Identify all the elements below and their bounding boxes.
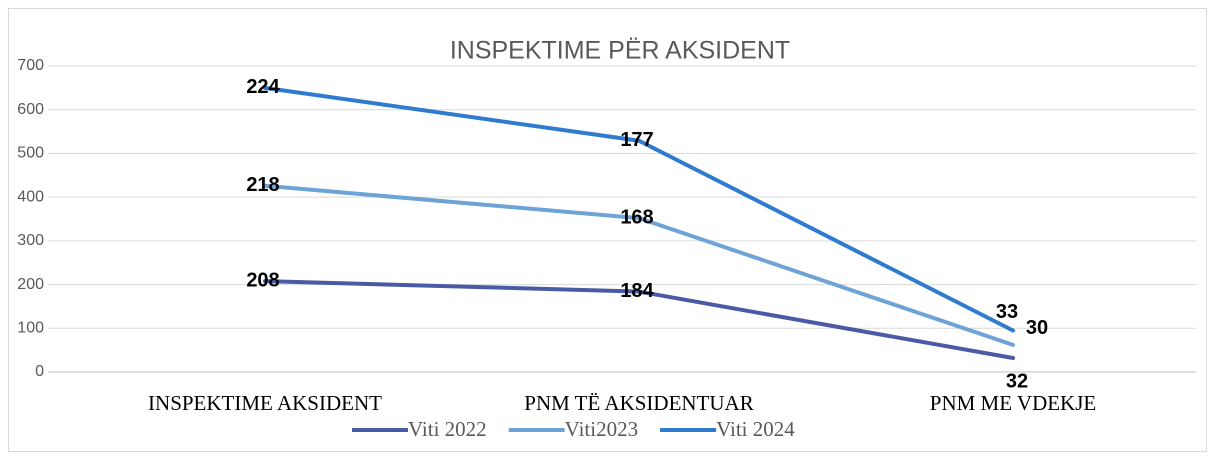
x-tick-label: PNM TË AKSIDENTUAR <box>524 391 753 415</box>
y-tick-label: 700 <box>17 57 44 74</box>
data-label: 208 <box>246 269 279 291</box>
legend-label: Viti 2024 <box>716 417 795 441</box>
series-line <box>263 183 1015 347</box>
x-tick-label: PNM ME VDEKJE <box>930 391 1096 415</box>
data-label: 30 <box>1026 317 1048 339</box>
series-line <box>263 279 1015 361</box>
data-label: 168 <box>620 206 653 228</box>
data-label: 224 <box>246 76 280 98</box>
data-label: 184 <box>620 280 654 302</box>
y-tick-label: 100 <box>17 320 44 337</box>
legend-label: Viti2023 <box>565 417 638 441</box>
y-tick-label: 300 <box>17 232 44 249</box>
chart-frame <box>8 8 1207 452</box>
y-tick-label: 200 <box>17 276 44 293</box>
y-tick-label: 600 <box>17 101 44 118</box>
legend-label: Viti 2022 <box>408 417 487 441</box>
data-label: 177 <box>620 129 653 151</box>
data-label: 218 <box>246 174 279 196</box>
y-tick-label: 500 <box>17 145 44 162</box>
y-tick-label: 0 <box>35 363 44 380</box>
data-label: 33 <box>996 301 1018 323</box>
data-label: 32 <box>1006 370 1028 392</box>
chart-title: INSPEKTIME PËR AKSIDENT <box>450 37 790 65</box>
series-line <box>263 85 1015 333</box>
y-tick-label: 400 <box>17 188 44 205</box>
x-tick-label: INSPEKTIME AKSIDENT <box>148 391 382 415</box>
